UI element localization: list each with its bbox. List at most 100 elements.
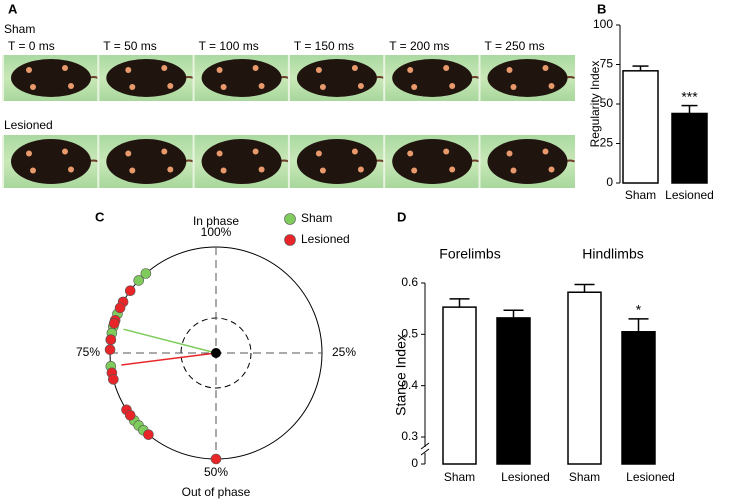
phase-point bbox=[108, 374, 119, 385]
panel-letter: B bbox=[597, 1, 606, 16]
row-label: Sham bbox=[4, 22, 35, 36]
mouse bbox=[11, 59, 91, 97]
y-tick-label: 50 bbox=[600, 96, 614, 110]
paw bbox=[125, 67, 132, 73]
phase-label: 25% bbox=[332, 345, 356, 359]
x-tick-label: Lesioned bbox=[626, 470, 675, 484]
phase-point bbox=[108, 318, 120, 329]
paw bbox=[548, 166, 555, 173]
phase-point bbox=[114, 302, 126, 314]
mouse bbox=[487, 59, 568, 97]
bottom-label: Out of phase bbox=[182, 485, 251, 499]
center bbox=[211, 348, 221, 358]
paw bbox=[167, 166, 174, 173]
paw bbox=[315, 67, 322, 73]
y-tick-label: 0.6 bbox=[401, 275, 418, 289]
annotation: * bbox=[636, 302, 642, 318]
paw bbox=[258, 166, 265, 173]
phase-label: 100% bbox=[201, 225, 232, 239]
mouse bbox=[487, 139, 568, 184]
paw bbox=[68, 166, 74, 173]
paw bbox=[125, 150, 132, 157]
bar bbox=[567, 291, 602, 465]
frame-label: T = 0 ms bbox=[8, 39, 55, 53]
frame-label: T = 100 ms bbox=[199, 39, 259, 53]
top-label: In phase bbox=[193, 214, 239, 228]
phase-point bbox=[105, 334, 117, 346]
mouse bbox=[201, 139, 282, 184]
mean-vector bbox=[123, 328, 217, 354]
y-tick-label: 0.5 bbox=[401, 327, 418, 341]
y-axis-label: Stance Index bbox=[393, 334, 409, 416]
phase-point bbox=[140, 268, 152, 279]
paw bbox=[506, 150, 513, 157]
paw bbox=[542, 148, 549, 155]
paw bbox=[315, 150, 322, 157]
legend-swatch bbox=[284, 234, 296, 246]
bar bbox=[671, 112, 708, 184]
paw bbox=[220, 84, 227, 90]
annotation: *** bbox=[681, 88, 698, 104]
paw bbox=[252, 65, 259, 71]
phase-point bbox=[133, 275, 145, 286]
frame-label: T = 50 ms bbox=[103, 39, 156, 53]
frame-label: T = 250 ms bbox=[485, 39, 545, 53]
y-tick-label: 0 bbox=[411, 456, 418, 470]
phase-point bbox=[124, 410, 136, 421]
paw bbox=[26, 150, 32, 157]
axis-break bbox=[420, 448, 430, 456]
panel-letter: A bbox=[8, 1, 18, 16]
x-tick-label: Sham bbox=[444, 470, 475, 484]
phase-point bbox=[104, 344, 116, 355]
paw bbox=[216, 67, 223, 73]
paw bbox=[220, 167, 227, 174]
bar bbox=[442, 306, 477, 465]
phase-label: 50% bbox=[204, 465, 228, 479]
mean-vector bbox=[121, 352, 217, 366]
y-tick-label: 100 bbox=[593, 17, 613, 31]
paw bbox=[68, 83, 74, 89]
paw bbox=[161, 148, 168, 155]
axis-break bbox=[420, 442, 430, 450]
group-title: Forelimbs bbox=[439, 246, 500, 262]
mouse bbox=[392, 59, 473, 97]
legend-label: Lesioned bbox=[301, 232, 350, 246]
paw bbox=[26, 67, 32, 73]
mouse bbox=[106, 59, 187, 97]
y-tick-label: 0 bbox=[606, 175, 613, 189]
mouse bbox=[106, 139, 187, 184]
paw bbox=[319, 84, 326, 90]
phase-point bbox=[143, 429, 154, 440]
frame-label: T = 200 ms bbox=[389, 39, 449, 53]
mouse bbox=[392, 139, 473, 184]
x-tick-label: Sham bbox=[569, 470, 600, 484]
y-tick-label: 0.4 bbox=[401, 378, 418, 392]
paw bbox=[411, 84, 418, 90]
x-tick-label: Lesioned bbox=[501, 470, 550, 484]
paw bbox=[351, 148, 358, 155]
mouse bbox=[296, 139, 377, 184]
paw bbox=[30, 167, 36, 174]
paw bbox=[506, 67, 513, 73]
y-tick-label: 75 bbox=[600, 57, 614, 71]
paw bbox=[319, 167, 326, 174]
paw bbox=[510, 84, 517, 90]
paw bbox=[443, 65, 450, 71]
bar bbox=[496, 317, 531, 465]
paw bbox=[62, 65, 68, 71]
panel-letter: C bbox=[95, 209, 105, 224]
paw bbox=[30, 84, 36, 90]
paw bbox=[407, 150, 414, 157]
y-tick-label: 0.3 bbox=[401, 429, 418, 443]
frame-label: T = 150 ms bbox=[294, 39, 354, 53]
paw bbox=[258, 83, 265, 89]
paw bbox=[351, 65, 358, 71]
paw bbox=[62, 148, 68, 155]
y-tick-label: 25 bbox=[600, 136, 614, 150]
mouse bbox=[296, 59, 377, 97]
paw bbox=[216, 150, 223, 157]
paw bbox=[411, 167, 418, 174]
group-title: Hindlimbs bbox=[582, 246, 643, 262]
paw bbox=[542, 65, 549, 71]
bar bbox=[622, 70, 659, 184]
